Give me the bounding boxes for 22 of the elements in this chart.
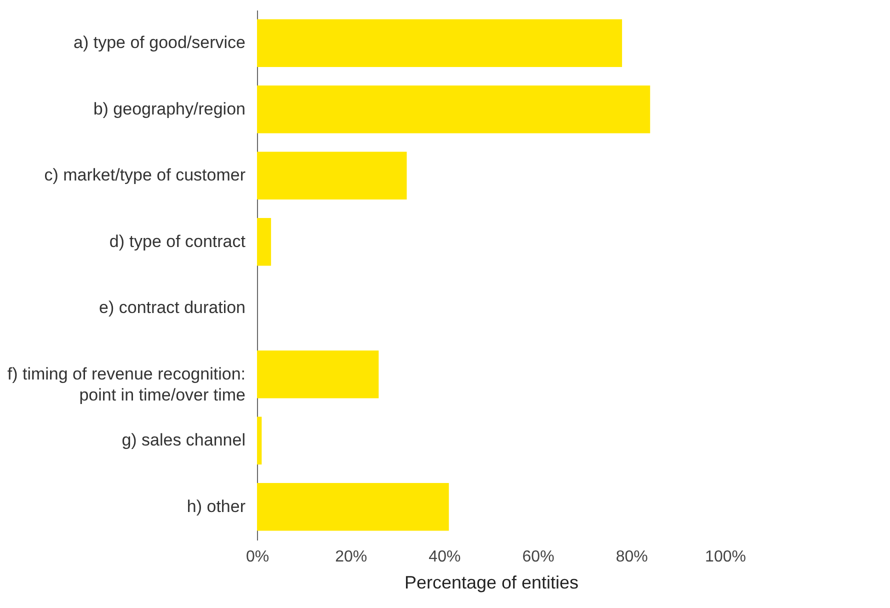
bar: [257, 19, 622, 67]
y-tick-label: g) sales channel: [122, 430, 246, 450]
bar: [257, 483, 449, 531]
y-tick-label: e) contract duration: [99, 298, 246, 318]
y-tick-label: h) other: [186, 496, 246, 516]
x-tick-label: 0%: [246, 548, 270, 566]
x-tick-label: 100%: [705, 548, 746, 566]
x-tick-label: 20%: [335, 548, 368, 566]
x-tick-label: 60%: [522, 548, 554, 566]
x-axis-title: Percentage of entities: [404, 572, 579, 592]
x-tick-label: 40%: [428, 548, 461, 566]
y-tick-label: c) market/type of customer: [44, 166, 246, 185]
bar: [257, 86, 650, 134]
y-tick-label: b) geography/region: [93, 99, 246, 118]
bar: [257, 152, 407, 200]
y-tick-label: d) type of contract: [109, 232, 246, 251]
bar: [257, 350, 379, 398]
bar: [257, 416, 262, 464]
y-tick-label: f) timing of revenue recognition: point in time/over time: [7, 364, 246, 404]
y-tick-label: a) type of good/service: [74, 33, 246, 52]
bar: [257, 218, 272, 266]
x-tick-label: 80%: [616, 548, 648, 566]
